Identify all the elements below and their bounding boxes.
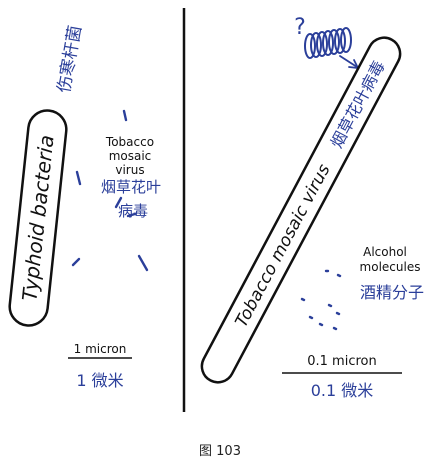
alcohol-molecules (300, 269, 342, 331)
alcohol-label-line-2: molecules (360, 260, 421, 274)
left-virus-label-cn-line-1: 烟草花叶 (101, 178, 161, 196)
alcohol-label-line-1: Alcohol (363, 245, 407, 259)
tobacco-virus-label: Tobacco mosaic virus (232, 161, 335, 331)
right-scale-label-cn: 0.1 微米 (311, 381, 374, 400)
figure-caption: 图 103 (199, 444, 241, 459)
coil-icon (304, 27, 352, 59)
left-virus-label-line-2: mosaic (109, 149, 152, 163)
left-virus-label-cn-line-2: 病毒 (118, 202, 148, 220)
typhoid-bacteria-rod: Typhoid bacteria (8, 109, 68, 327)
left-virus-label-line-1: Tobacco (105, 135, 154, 149)
question-mark: ? (294, 15, 306, 40)
typhoid-bacteria-label-cn: 伤寒杆菌 (54, 24, 86, 94)
typhoid-bacteria-label: Typhoid bacteria (17, 134, 58, 302)
alcohol-label-cn: 酒精分子 (360, 283, 424, 302)
left-virus-particles (71, 109, 149, 272)
tobacco-virus-rod: Tobacco mosaic virus 烟草花叶病毒 (200, 36, 402, 384)
left-virus-label-line-3: virus (115, 163, 144, 177)
arrow-icon (339, 55, 360, 70)
right-scale-label: 0.1 micron (307, 354, 376, 369)
left-scale-label: 1 micron (74, 342, 127, 356)
left-scale-label-cn: 1 微米 (76, 371, 123, 390)
